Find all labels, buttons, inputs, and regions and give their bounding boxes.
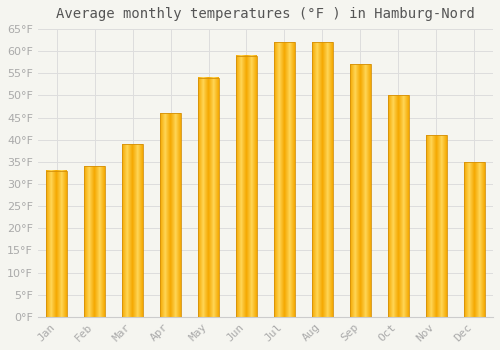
Bar <box>84 166 105 317</box>
Bar <box>122 144 143 317</box>
Bar <box>426 135 446 317</box>
Bar <box>464 162 484 317</box>
Title: Average monthly temperatures (°F ) in Hamburg-Nord: Average monthly temperatures (°F ) in Ha… <box>56 7 475 21</box>
Bar <box>312 42 333 317</box>
Bar <box>46 171 67 317</box>
Bar <box>198 78 219 317</box>
Bar <box>388 96 408 317</box>
Bar <box>350 64 370 317</box>
Bar <box>236 56 257 317</box>
Bar <box>160 113 181 317</box>
Bar <box>274 42 295 317</box>
